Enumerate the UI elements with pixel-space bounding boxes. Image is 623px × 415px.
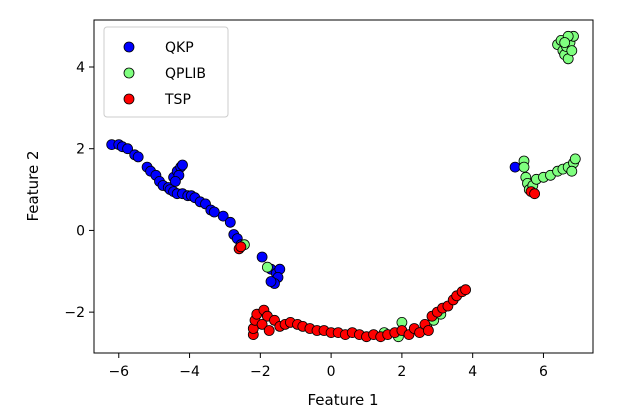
point-tsp-9 (263, 325, 275, 336)
point-qplib-33 (559, 37, 571, 48)
point-qkp-3 (122, 143, 133, 155)
x-axis-label: Feature 1 (308, 391, 379, 409)
x-tick-label: 4 (468, 364, 477, 380)
legend: QKP QPLIB TSP (103, 26, 229, 118)
x-tick-label: 6 (539, 364, 548, 380)
x-tick-label: −6 (108, 364, 129, 380)
legend-label-qkp: QKP (165, 40, 194, 56)
point-qplib-22 (566, 165, 578, 177)
point-qkp-41 (509, 161, 521, 173)
legend-marker-qplib (123, 67, 135, 79)
x-tick-label: −2 (250, 364, 271, 380)
point-qplib-21 (569, 153, 581, 165)
point-qkp-28 (208, 206, 220, 218)
legend-box (103, 26, 229, 118)
point-qplib-9 (518, 161, 530, 173)
y-tick-label: 0 (76, 223, 85, 239)
x-tick-label: −4 (179, 364, 200, 380)
point-tsp-42 (460, 284, 472, 296)
point-tsp-44 (529, 188, 540, 200)
point-qkp-5 (132, 151, 144, 163)
point-qkp-17 (169, 175, 181, 187)
legend-marker-tsp (123, 93, 135, 105)
x-axis: −6 −4 −2 0 2 4 6 (108, 353, 548, 380)
point-qplib-30 (566, 45, 578, 56)
legend-label-qplib: QPLIB (165, 66, 206, 82)
plot-frame (93, 19, 594, 354)
x-tick-label: 2 (397, 364, 406, 380)
point-qkp-29 (217, 210, 229, 222)
x-tick-label: 0 (327, 364, 336, 380)
point-tsp-8 (256, 318, 268, 330)
point-qkp-40 (265, 276, 277, 287)
point-qkp-30 (224, 216, 236, 228)
point-qkp-15 (177, 159, 188, 171)
y-axis-label: Feature 2 (24, 151, 42, 222)
y-tick-label: 2 (76, 142, 85, 158)
point-qplib-1 (261, 261, 273, 273)
points-layer (106, 30, 581, 343)
point-qkp-34 (256, 251, 268, 263)
y-axis: −2 0 2 4 (64, 60, 94, 321)
y-tick-label: 4 (76, 60, 85, 76)
point-tsp-34 (422, 325, 434, 336)
legend-marker-qkp (123, 41, 135, 53)
y-tick-label: −2 (64, 305, 85, 321)
legend-label-tsp: TSP (164, 92, 191, 108)
point-tsp-1 (235, 241, 247, 253)
